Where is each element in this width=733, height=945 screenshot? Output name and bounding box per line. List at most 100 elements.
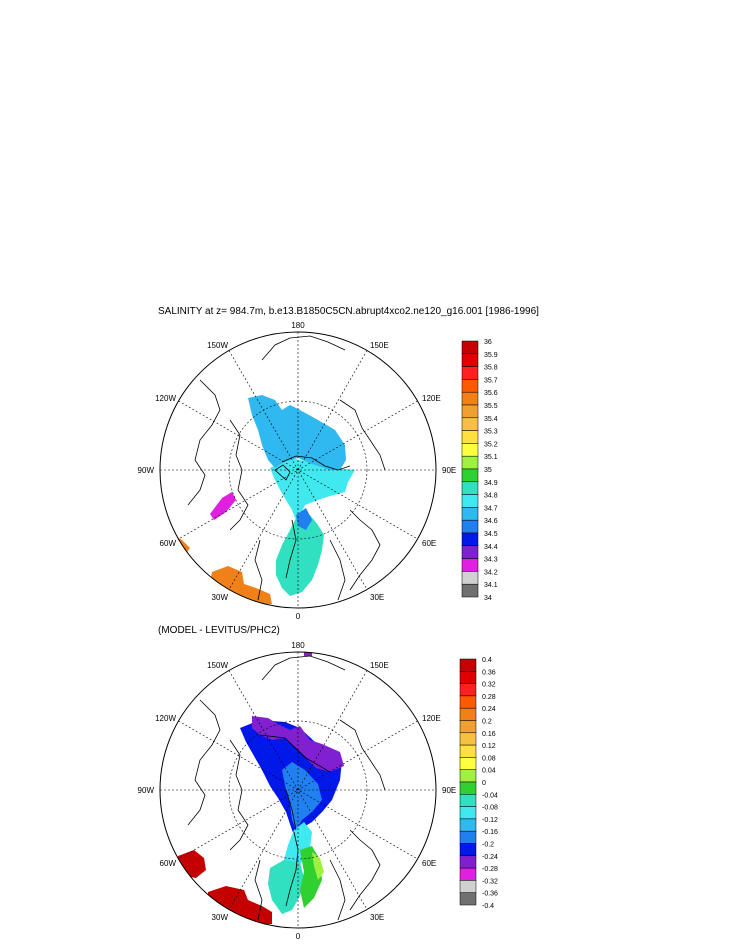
- legend-bottom-swatch: [459, 757, 477, 770]
- label-150w-bottom: 150W: [207, 661, 228, 670]
- label-90w-bottom: 90W: [138, 786, 155, 795]
- legend-bottom-swatch: [459, 658, 477, 672]
- legend-bottom-label: -0.16: [482, 829, 498, 836]
- salinity-field-canada-basin: [248, 395, 346, 470]
- legend-top-label: 34.6: [484, 518, 498, 525]
- legend-top-swatch: [461, 494, 479, 508]
- legend-bottom-swatch: [459, 781, 477, 795]
- label-60w-top: 60W: [160, 539, 177, 548]
- label-0-top: 0: [296, 612, 301, 621]
- legend-top-label: 35.8: [484, 365, 498, 372]
- legend-top-swatch: [461, 507, 479, 521]
- legend-top-label: 34.9: [484, 480, 498, 487]
- legend-top-swatch: [461, 391, 479, 406]
- label-90w-top: 90W: [138, 466, 155, 475]
- salinity-field-fram-strait: [276, 510, 324, 596]
- label-60e-bottom: 60E: [422, 859, 436, 868]
- coastlines-bottom: [187, 655, 386, 921]
- label-150e-bottom: 150E: [370, 661, 389, 670]
- legend-bottom-label: -0.4: [482, 903, 494, 910]
- legend-bottom-label: 0.08: [482, 755, 496, 762]
- legend-top-swatch: [461, 353, 479, 367]
- legend-bottom-label: 0.2: [482, 719, 492, 726]
- legend-top-label: 35.7: [484, 377, 498, 384]
- graticule-bottom: [160, 652, 436, 928]
- difference-field-fram-yellowgreen: [312, 852, 324, 880]
- legend-top-label: 34.4: [484, 544, 498, 551]
- legend-top-label: 34.8: [484, 493, 498, 500]
- salinity-field-central: [270, 458, 355, 520]
- label-90e-top: 90E: [442, 466, 456, 475]
- legend-top-swatch: [461, 583, 479, 598]
- legend-top-swatch: [461, 481, 479, 495]
- legend-top-swatch: [461, 532, 479, 547]
- legend-bottom-swatch: [459, 744, 477, 758]
- legend-top-swatch: [461, 366, 479, 380]
- legend-top-swatch: [461, 430, 479, 444]
- legend-top-swatch: [461, 455, 479, 470]
- legend-bottom-label: 0.16: [482, 731, 496, 738]
- legend-bottom-label: -0.28: [482, 866, 498, 873]
- legend-bottom-swatch: [459, 671, 477, 684]
- label-120e-top: 120E: [422, 394, 441, 403]
- legend-top-swatch: [461, 379, 479, 393]
- legend-bottom-label: 0.32: [482, 682, 496, 689]
- legend-bottom-label: 0.04: [482, 768, 496, 775]
- legend-top-label: 35.5: [484, 403, 498, 410]
- legend-bottom-label: -0.24: [482, 854, 498, 861]
- salinity-field-fram-blue: [296, 508, 312, 530]
- legend-bottom-label: 0.28: [482, 694, 496, 701]
- figure-subtitle: (MODEL - LEVITUS/PHC2): [158, 625, 280, 636]
- legend-bottom-label: 0.24: [482, 706, 496, 713]
- legend-bottom-swatch: [459, 794, 477, 807]
- legend-bottom-label: 0.36: [482, 669, 496, 676]
- legend-top-label: 35.3: [484, 429, 498, 436]
- legend-bottom-swatch: [459, 843, 477, 857]
- legend-bottom-colorbar: 0.4 0.36 0.32 0.28 0.24 0.2 0.16 0.12 0.08 0.04 0 -…: [459, 657, 498, 910]
- legend-bottom-swatch: [459, 732, 477, 746]
- label-30e-bottom: 30E: [370, 913, 384, 922]
- difference-field-red-west: [176, 850, 206, 878]
- legend-top-swatch: [461, 443, 479, 457]
- legend-top-label: 34.2: [484, 569, 498, 576]
- difference-field-purple-top: [304, 652, 312, 656]
- legend-top-label: 35.9: [484, 352, 498, 359]
- label-60e-top: 60E: [422, 539, 436, 548]
- legend-top-label: 35.6: [484, 390, 498, 397]
- legend-top-label: 35.4: [484, 416, 498, 423]
- salinity-field-baffin: [210, 492, 236, 520]
- contour-line-bottom: [259, 734, 331, 907]
- legend-top-swatch: [461, 545, 479, 559]
- legend-bottom-swatch: [459, 880, 477, 893]
- legend-bottom-label: 0: [482, 780, 486, 787]
- legend-bottom-label: -0.12: [482, 817, 498, 824]
- legend-bottom-label: 0.4: [482, 657, 492, 664]
- legend-bottom-swatch: [459, 830, 477, 844]
- label-60w-bottom: 60W: [160, 859, 177, 868]
- legend-bottom-swatch: [459, 867, 477, 881]
- legend-top-swatch: [461, 468, 479, 483]
- legend-top-label: 34: [484, 595, 492, 602]
- label-90e-bottom: 90E: [442, 786, 456, 795]
- legend-bottom-label: -0.2: [482, 842, 494, 849]
- label-30e-top: 30E: [370, 593, 384, 602]
- label-0-bottom: 0: [296, 932, 301, 941]
- label-180-bottom: 180: [291, 641, 305, 650]
- difference-field-lightblue: [282, 762, 322, 830]
- legend-top-label: 34.7: [484, 505, 498, 512]
- legend-top-label: 36: [484, 339, 492, 346]
- legend-bottom-swatch: [459, 695, 477, 709]
- legend-top-swatch: [461, 558, 479, 572]
- legend-top-label: 34.3: [484, 557, 498, 564]
- label-150e-top: 150E: [370, 341, 389, 350]
- legend-bottom-swatch: [459, 769, 477, 783]
- legend-bottom-swatch: [459, 818, 477, 832]
- legend-top-label: 34.5: [484, 531, 498, 538]
- legend-top-swatch: [461, 417, 479, 431]
- legend-bottom-swatch: [459, 892, 477, 906]
- legend-top-swatch: [461, 340, 479, 355]
- figure-title: SALINITY at z= 984.7m, b.e13.B1850C5CN.a…: [158, 306, 539, 317]
- legend-bottom-label: -0.04: [482, 792, 498, 799]
- legend-top-colorbar: 36 35.9 35.8 35.7 35.6 35.5 35.4 35.3 35.2 35.1 35…: [461, 339, 498, 602]
